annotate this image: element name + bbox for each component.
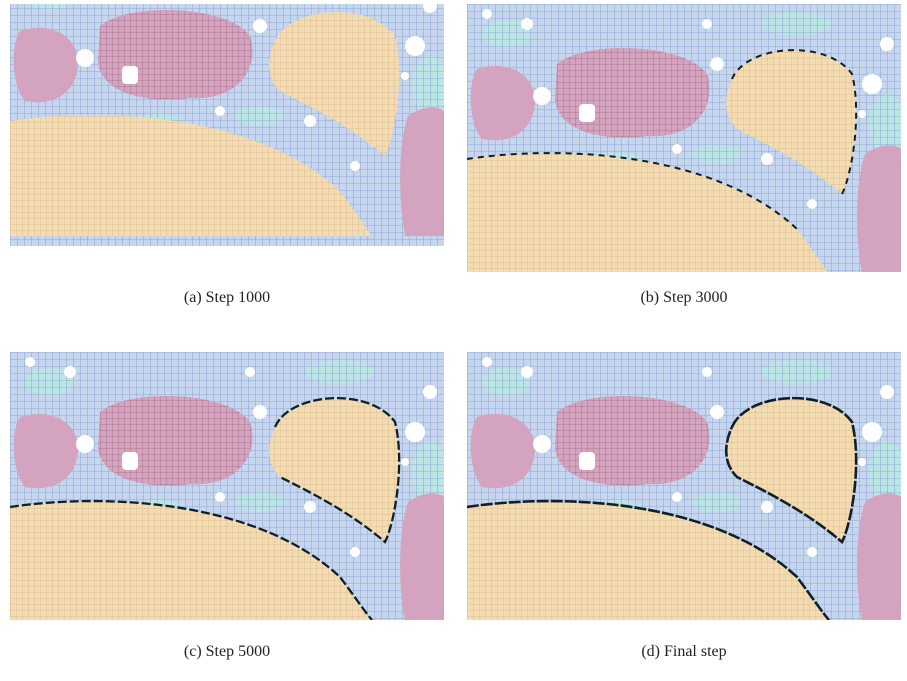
panel-c [0,292,460,632]
caption: (a) Step 1000 [184,289,270,306]
figure: (a) Step 1000 (b) Step 3000 (c) Step 500… [0,0,907,676]
page: (a) Step 1000 (b) Step 3000 (c) Step 500… [0,0,907,676]
caption: (d) Final step [641,643,726,660]
panel-a [0,0,460,246]
panel-b [452,0,907,284]
caption: (b) Step 3000 [640,289,727,306]
panel-d [452,292,907,632]
caption: (c) Step 5000 [184,643,270,660]
